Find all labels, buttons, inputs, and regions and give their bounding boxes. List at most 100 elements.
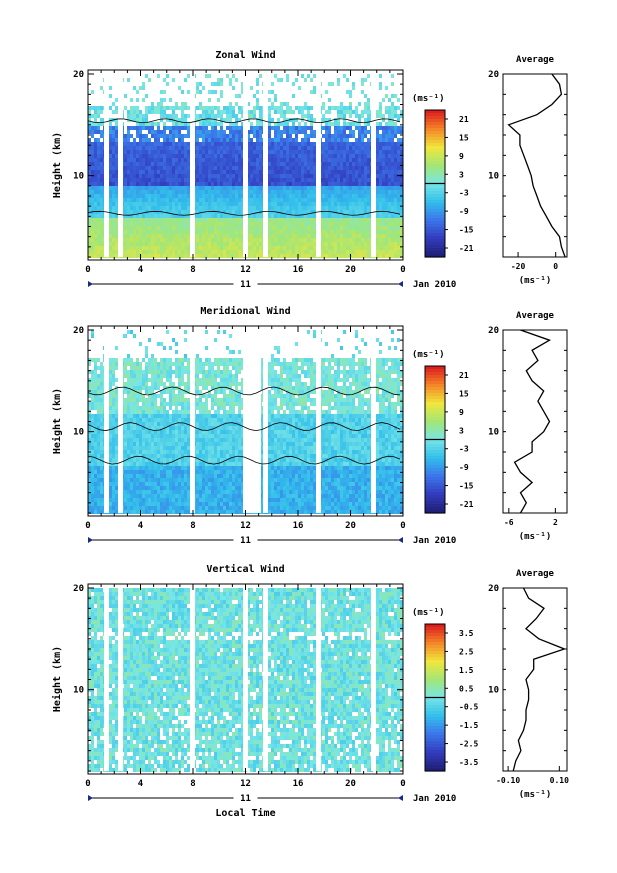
profile-line [513, 329, 552, 514]
x-tick-label: 8 [190, 779, 195, 789]
profile-x-tick-label: -6 [504, 518, 514, 527]
profile-y-tick-labels: 2010 [488, 326, 499, 438]
profile-y-tick-label: 10 [488, 428, 499, 438]
profile-title: Average [516, 55, 555, 65]
x-tick-labels: 0 4 8 12 16 20 0 [85, 265, 405, 275]
contour-lines [87, 118, 401, 216]
profile-y-tick-labels: 2010 [488, 584, 499, 696]
x-tick-label: 16 [293, 521, 304, 531]
contour-zero-3 [87, 386, 401, 396]
colorbar-tick-label: -2.5 [459, 740, 478, 749]
data-gaps [104, 330, 376, 513]
profile-x-tick-label: -20 [511, 262, 526, 271]
x-tick-label: 12 [240, 779, 251, 789]
x-tick-label: 4 [138, 521, 144, 531]
y-tick-label: 20 [73, 584, 84, 594]
x-tick-labels: 0 4 8 12 16 20 0 [85, 521, 405, 531]
colorbar-tick-label: 21 [459, 115, 469, 124]
profile-x-tick-label: 0 [553, 262, 558, 271]
contour-lines [87, 386, 401, 465]
date-bar-start-marker [88, 537, 93, 543]
date-bar-end-marker [398, 537, 403, 543]
x-tick-label: 12 [240, 265, 251, 275]
x-tick-label: 16 [293, 779, 304, 789]
x-tick-label: 12 [240, 521, 251, 531]
x-tick-label: 20 [345, 265, 356, 275]
profile-x-tick-labels: -0.10 0.10 [496, 766, 569, 785]
date-marker: 11 [240, 536, 251, 546]
date-marker-bg [233, 279, 258, 289]
x-tick-label: 20 [345, 521, 356, 531]
x-tick-label: 4 [138, 265, 144, 275]
colorbar-tick-label: -9 [459, 463, 469, 472]
colorbar-tick-label: -15 [459, 482, 474, 491]
data-gaps [104, 588, 376, 771]
y-tick-labels: 2010 [73, 70, 84, 182]
colorbar-unit: (ms⁻¹) [412, 350, 445, 360]
colorbar [424, 109, 446, 258]
colorbar-tick-label: -0.5 [459, 703, 478, 712]
profile-x-tick-labels: -6 2 [504, 508, 558, 527]
colorbar-unit: (ms⁻¹) [412, 608, 445, 618]
colorbar-tick-label: -1.5 [459, 721, 478, 730]
contour-zero-1 [87, 455, 401, 465]
y-axis-label: Height (km) [51, 132, 63, 198]
date-bar-end-marker [398, 795, 403, 801]
y-tick-labels: 2010 [73, 326, 84, 438]
colorbar-tick-label: 0.5 [459, 684, 474, 693]
y-tick-label: 10 [73, 686, 84, 696]
panel-title: Meridional Wind [200, 305, 290, 317]
date-label: Jan 2010 [413, 536, 456, 546]
x-tick-label: 20 [345, 779, 356, 789]
x-axis-label: Local Time [215, 807, 275, 819]
axis-ticks [87, 584, 404, 774]
x-tick-label: 0 [400, 265, 405, 275]
colorbar-tick-label: -21 [459, 244, 474, 253]
colorbar [424, 623, 446, 772]
profile-y-tick-label: 20 [488, 326, 499, 336]
profile-ticks [503, 329, 567, 514]
profile-ticks [503, 587, 567, 772]
profile-title: Average [516, 569, 555, 579]
date-bar-start-marker [88, 795, 93, 801]
colorbar-tick-label: 2.5 [459, 647, 474, 656]
x-tick-label: 0 [85, 779, 90, 789]
profile-x-tick-label: 2 [553, 518, 558, 527]
y-tick-label: 20 [73, 326, 84, 336]
profile-line [507, 73, 566, 258]
x-tick-label: 4 [138, 779, 144, 789]
y-axis-label: Height (km) [51, 646, 63, 712]
x-tick-label: 0 [400, 521, 405, 531]
y-axis-label: Height (km) [51, 388, 63, 454]
profile-y-tick-label: 20 [488, 584, 499, 594]
colorbar-tick-label: -15 [459, 226, 474, 235]
date-label: Jan 2010 [413, 280, 456, 290]
colorbar-unit: (ms⁻¹) [412, 94, 445, 104]
date-marker-bg [233, 793, 258, 803]
profile-x-tick-label: 0.10 [550, 776, 569, 785]
axis-ticks [87, 70, 404, 260]
date-bar-start-marker [88, 281, 93, 287]
y-tick-labels: 2010 [73, 584, 84, 696]
contour-zero-upper [87, 118, 401, 124]
colorbar-tick-label: 3.5 [459, 629, 474, 638]
profile-y-tick-label: 10 [488, 686, 499, 696]
data-gaps [104, 74, 376, 257]
colorbar-tick-label: -21 [459, 500, 474, 509]
profile-y-tick-label: 20 [488, 70, 499, 80]
colorbar-tick-label: -3 [459, 189, 469, 198]
colorbar-tick-label: -3.5 [459, 758, 478, 767]
x-tick-labels: 0 4 8 12 16 20 0 [85, 779, 405, 789]
colorbar-tick-label: -3 [459, 445, 469, 454]
y-tick-label: 10 [73, 172, 84, 182]
profile-y-tick-label: 10 [488, 172, 499, 182]
date-marker-bg [233, 535, 258, 545]
x-tick-label: 8 [190, 265, 195, 275]
x-tick-label: 0 [400, 779, 405, 789]
profile-frame [502, 329, 568, 514]
